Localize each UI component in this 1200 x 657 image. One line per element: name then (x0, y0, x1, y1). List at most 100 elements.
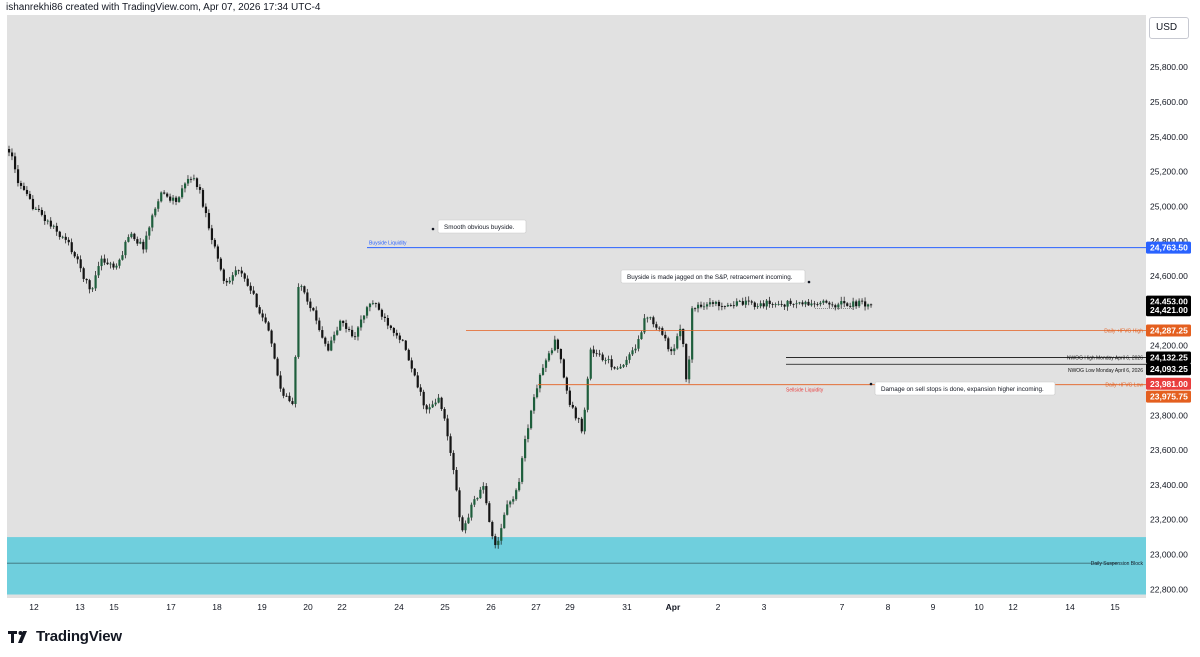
candle (401, 339, 404, 342)
candle (434, 398, 437, 407)
x-tick-label: 29 (565, 602, 575, 612)
suspension-block-zone (7, 537, 1146, 595)
candle (309, 298, 312, 312)
x-tick-label: 31 (622, 602, 632, 612)
candle (377, 301, 381, 311)
candle (449, 433, 452, 456)
candle (846, 301, 849, 307)
candle (780, 300, 783, 307)
candle (744, 296, 747, 308)
candle (428, 403, 431, 414)
candle (688, 355, 691, 384)
candle (183, 182, 187, 193)
candle (246, 275, 249, 287)
candle (264, 313, 267, 324)
candle (333, 331, 336, 344)
candle (586, 376, 589, 413)
candle (852, 297, 855, 311)
price-level-value: 24,132.25 (1150, 352, 1188, 362)
y-tick-label: 24,200.00 (1150, 341, 1188, 351)
candle (204, 203, 208, 218)
candle (321, 326, 324, 339)
candle (8, 145, 11, 157)
candle (685, 343, 688, 383)
candle (768, 296, 771, 308)
candle (747, 296, 750, 306)
candle (503, 512, 506, 529)
candle (595, 349, 598, 357)
candle (210, 224, 214, 245)
candle (861, 298, 864, 305)
candle (404, 340, 407, 351)
candle (82, 266, 85, 282)
x-tick-label: 17 (166, 602, 176, 612)
candle (16, 165, 20, 187)
candle (529, 409, 533, 430)
candle (22, 182, 26, 191)
price-level-tag-nwog-low[interactable]: 24,093.25 (1146, 363, 1191, 376)
candle (431, 400, 434, 408)
candle (219, 256, 222, 272)
chart-caption: ishanrekhi86 created with TradingView.co… (6, 2, 321, 13)
price-level-tag-ifvg-high[interactable]: 24,287.25 (1146, 324, 1191, 337)
candle (76, 253, 79, 264)
annotation-callout[interactable]: Damage on sell stops is done, expansion … (869, 381, 1056, 396)
currency-button[interactable]: USD (1149, 17, 1189, 39)
candle (491, 520, 494, 540)
candle (43, 211, 46, 225)
candle (738, 299, 741, 303)
ifvg-high-label: Daily +IFVG High (1104, 328, 1143, 334)
tradingview-logo[interactable]: TradingView (8, 628, 122, 645)
candle (661, 326, 664, 336)
candle (622, 364, 625, 369)
candle (306, 288, 309, 305)
candle (813, 300, 816, 308)
candle (837, 302, 840, 310)
price-level-tag-current[interactable]: 24,421.00 (1146, 304, 1191, 317)
price-level-tag-nwog-high[interactable]: 24,132.25 (1146, 351, 1191, 364)
candle (115, 263, 118, 270)
candle (625, 356, 628, 368)
x-tick-label: 2 (716, 602, 721, 612)
annotation-callout[interactable]: Buyside is made jagged on the S&P, retra… (620, 269, 811, 284)
candle (670, 346, 673, 355)
candle (446, 414, 449, 441)
candle (801, 300, 804, 307)
candle (708, 298, 712, 307)
candle (91, 287, 94, 292)
candle (121, 251, 124, 261)
candle (291, 397, 294, 406)
candle (786, 299, 789, 311)
candle (413, 368, 416, 377)
x-tick-label: 10 (974, 602, 984, 612)
candle (416, 371, 419, 389)
price-level-value: 24,453.00 (1150, 297, 1188, 307)
candle (145, 231, 148, 253)
candle (142, 239, 145, 254)
candle (362, 314, 366, 324)
candle (395, 329, 398, 339)
candle (810, 299, 813, 307)
candle (186, 175, 190, 186)
candle (720, 302, 724, 311)
y-tick-label: 23,800.00 (1150, 410, 1188, 420)
price-level-tag-ask[interactable]: 23,981.00 (1146, 377, 1191, 390)
candle (589, 347, 592, 381)
price-level-value: 24,763.50 (1150, 243, 1188, 253)
candle (160, 191, 163, 203)
candle (604, 357, 607, 365)
candle (297, 283, 300, 359)
candle (348, 326, 351, 332)
candle (870, 303, 873, 308)
candle (201, 187, 205, 209)
x-tick-label: 14 (1065, 602, 1075, 612)
candle (240, 266, 243, 278)
candle (327, 340, 330, 352)
candle (777, 300, 780, 306)
candle (55, 222, 58, 236)
candle (497, 536, 500, 549)
price-level-tag-ifvg-low[interactable]: 23,975.75 (1146, 390, 1191, 403)
annotation-callout[interactable]: Smooth obvious buyside. (431, 219, 527, 234)
price-level-tag-buyside[interactable]: 24,763.50 (1146, 241, 1191, 254)
